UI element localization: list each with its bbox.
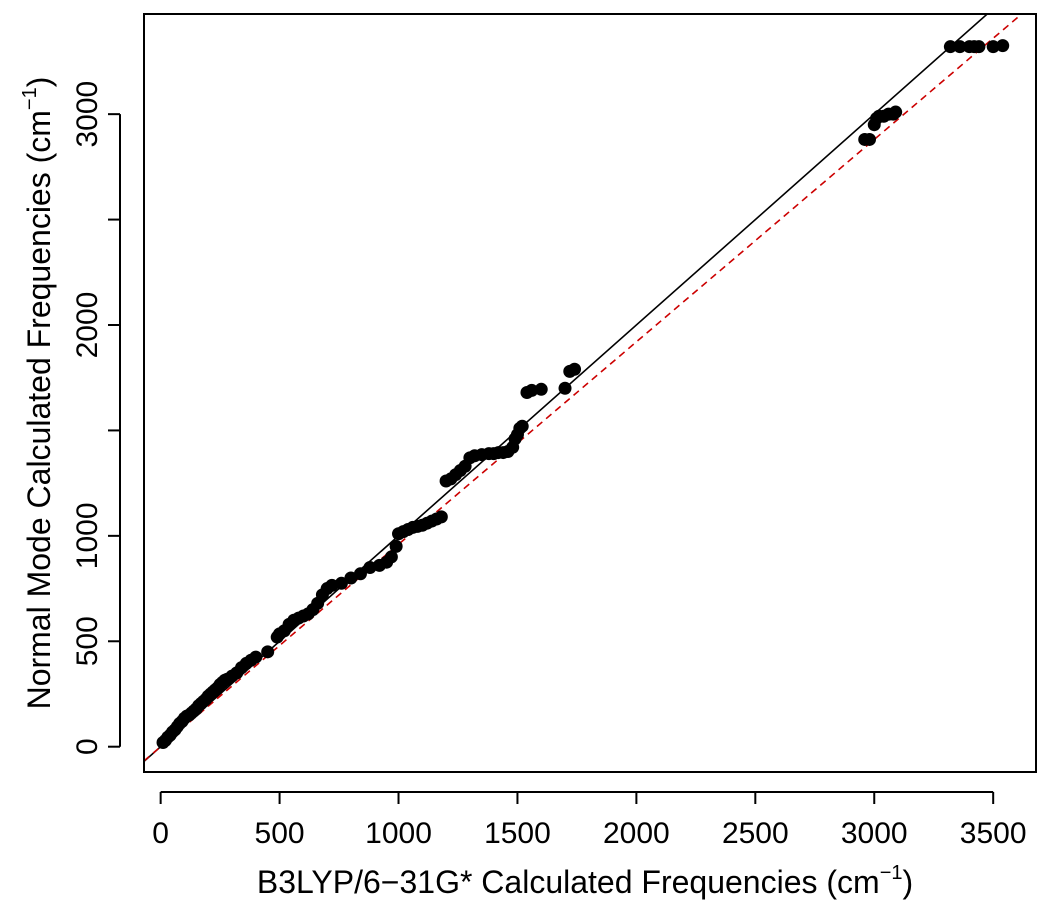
reference-lines bbox=[144, 14, 1023, 763]
identity-line bbox=[144, 14, 989, 763]
data-point bbox=[261, 645, 275, 659]
x-tick-label: 1500 bbox=[484, 817, 551, 850]
data-point bbox=[972, 40, 986, 54]
x-axis-title: B3LYP/6−31G* Calculated Frequencies (cm−… bbox=[257, 862, 913, 900]
x-tick-label: 3500 bbox=[960, 817, 1027, 850]
data-point bbox=[525, 383, 539, 397]
data-point bbox=[389, 539, 403, 553]
data-point bbox=[353, 567, 367, 581]
data-points bbox=[156, 39, 1010, 749]
data-point bbox=[434, 510, 448, 524]
y-tick-label: 1000 bbox=[71, 502, 104, 569]
data-point bbox=[334, 576, 348, 590]
y-tick-label: 3000 bbox=[71, 81, 104, 148]
x-tick-label: 2500 bbox=[722, 817, 789, 850]
x-tick-label: 0 bbox=[152, 817, 169, 850]
data-point bbox=[568, 362, 582, 376]
x-tick-label: 500 bbox=[255, 817, 305, 850]
plot-frame bbox=[143, 13, 1037, 773]
data-point bbox=[384, 550, 398, 564]
fit-line bbox=[144, 14, 1023, 762]
x-axis: 0 500 1000 1500 2000 2500 3000 3500 bbox=[152, 791, 1027, 850]
data-point bbox=[953, 40, 967, 54]
data-point bbox=[534, 382, 548, 396]
data-point bbox=[515, 419, 529, 433]
data-point bbox=[558, 381, 572, 395]
y-tick-label: 0 bbox=[71, 738, 104, 755]
data-point bbox=[862, 132, 876, 146]
data-point bbox=[986, 40, 1000, 54]
x-tick-label: 2000 bbox=[603, 817, 670, 850]
y-tick-label: 500 bbox=[71, 616, 104, 666]
y-axis: 0 500 1000 2000 3000 bbox=[71, 81, 121, 755]
y-axis-title: Normal Mode Calculated Frequencies (cm−1… bbox=[19, 77, 57, 710]
data-point bbox=[249, 650, 263, 664]
y-tick-label: 2000 bbox=[71, 292, 104, 359]
data-point bbox=[943, 40, 957, 54]
x-tick-label: 1000 bbox=[365, 817, 432, 850]
data-point bbox=[889, 105, 903, 119]
data-point bbox=[996, 39, 1010, 53]
x-tick-label: 3000 bbox=[841, 817, 908, 850]
